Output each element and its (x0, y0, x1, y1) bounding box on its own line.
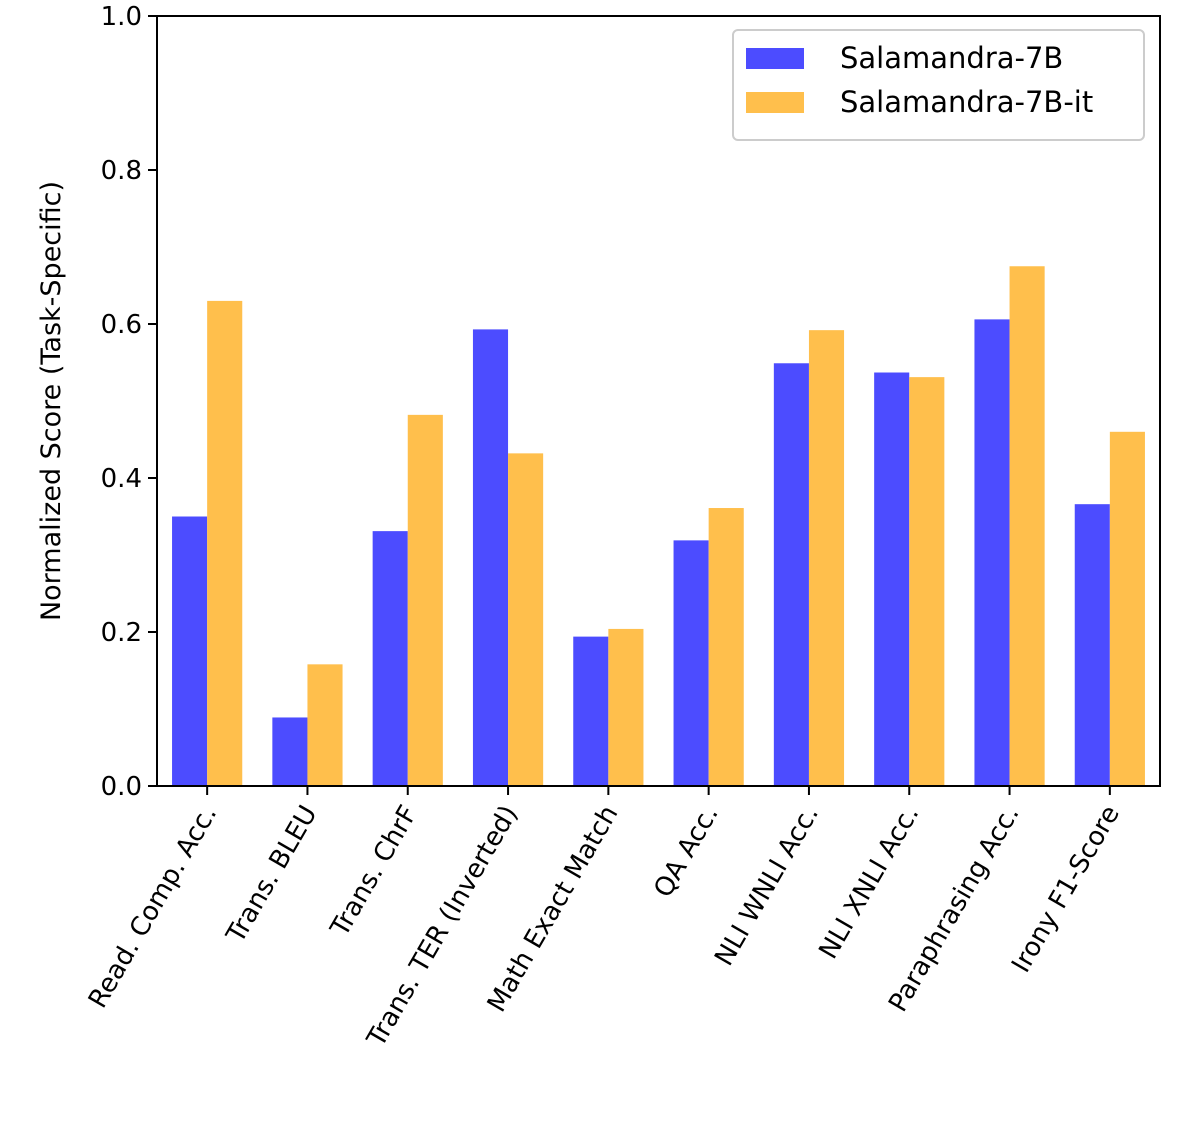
y-axis-title: Normalized Score (Task-Specific) (36, 181, 67, 621)
bar-it-2 (407, 414, 443, 786)
bar-base-8 (974, 319, 1010, 786)
x-tick-label: Read. Comp. Acc. (83, 801, 223, 1014)
x-tick-label: Trans. ChrF (325, 801, 424, 943)
x-tick-label: NLI WNLI Acc. (709, 801, 825, 972)
legend-swatch-1 (746, 92, 804, 113)
y-tick-label: 0.6 (101, 310, 142, 340)
bars-layer (172, 266, 1145, 786)
bar-base-0 (172, 516, 208, 786)
bar-base-3 (472, 329, 509, 786)
y-tick-label: 0.0 (101, 772, 142, 802)
legend: Salamandra-7B Salamandra-7B-it (732, 29, 1145, 141)
y-tick-label: 1.0 (101, 2, 142, 32)
y-tick-label: 0.8 (101, 156, 142, 186)
bar-it-1 (307, 664, 343, 786)
bar-it-3 (508, 453, 544, 786)
plot-frame (156, 15, 1161, 787)
bar-base-7 (874, 372, 910, 786)
legend-label-0: Salamandra-7B (840, 41, 1063, 75)
bar-it-7 (909, 377, 945, 786)
bar-base-9 (1074, 504, 1110, 786)
x-tick-label: QA Acc. (648, 801, 724, 903)
legend-label-1: Salamandra-7B-it (840, 85, 1093, 119)
bar-it-0 (207, 300, 243, 786)
y-tick-label: 0.2 (101, 618, 142, 648)
bar-base-6 (773, 363, 809, 786)
legend-frame (732, 29, 1145, 141)
x-tick-label: Irony F1-Score (1006, 801, 1126, 978)
bar-base-1 (272, 717, 308, 786)
bar-it-8 (1009, 266, 1045, 786)
bar-it-9 (1109, 431, 1145, 786)
x-tick-label: Trans. BLEU (221, 801, 324, 949)
bar-base-2 (372, 531, 408, 786)
bar-it-5 (708, 508, 744, 786)
bar-base-4 (573, 636, 609, 786)
bar-it-4 (608, 628, 644, 786)
bar-it-6 (808, 330, 845, 786)
x-axis: Read. Comp. Acc.Trans. BLEU Trans. ChrFTr… (83, 786, 1126, 1053)
y-axis: 0.0 0.2 0.4 0.6 0.8 1.0 (101, 2, 157, 802)
legend-swatch-0 (746, 48, 804, 69)
x-tick-label: NLI XNLI Acc. (813, 801, 925, 965)
bar-base-5 (673, 540, 709, 786)
y-tick-label: 0.4 (101, 464, 142, 494)
